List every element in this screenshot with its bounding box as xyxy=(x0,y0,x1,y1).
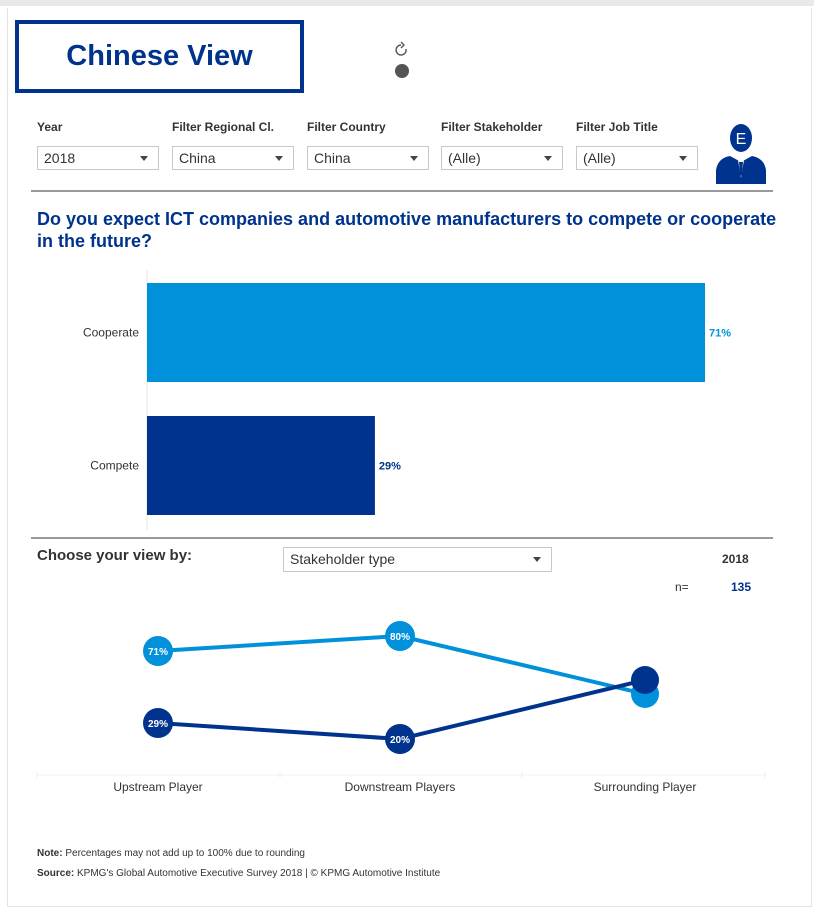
footer-note: Note: Percentages may not add up to 100%… xyxy=(37,848,305,859)
note-text: Percentages may not add up to 100% due t… xyxy=(62,848,305,859)
filter-country-select[interactable]: China xyxy=(307,146,429,170)
line-point xyxy=(385,621,415,651)
line-point xyxy=(631,666,659,694)
view-by-value: Stakeholder type xyxy=(290,551,396,567)
chevron-down-icon xyxy=(679,156,687,161)
line-point-label: 20% xyxy=(390,735,410,746)
sample-size-label: n= xyxy=(675,580,689,594)
bar-category-label: Cooperate xyxy=(83,326,139,340)
bar-category-label: Compete xyxy=(90,459,139,473)
line-x-label: Downstream Players xyxy=(345,780,456,794)
view-by-label: Choose your view by: xyxy=(37,547,193,564)
question-title: Do you expect ICT companies and automoti… xyxy=(37,209,777,251)
bar-cooperate xyxy=(147,283,705,382)
filter-country-label: Filter Country xyxy=(307,120,386,134)
filter-year-value: 2018 xyxy=(44,150,76,166)
line-point xyxy=(385,724,415,754)
chevron-down-icon xyxy=(533,557,541,562)
line-point-label: 29% xyxy=(148,719,168,730)
filter-stakeholder-select[interactable]: (Alle) xyxy=(441,146,563,170)
top-strip xyxy=(0,0,814,6)
filter-country-value: China xyxy=(314,150,351,166)
dashboard-frame xyxy=(7,8,812,907)
filter-region-label: Filter Regional Cl. xyxy=(172,120,275,134)
bar-value-label: 29% xyxy=(379,461,401,473)
line-point-label: 71% xyxy=(148,647,168,658)
divider-middle xyxy=(31,537,773,539)
view-year: 2018 xyxy=(722,552,749,566)
note-label: Note: xyxy=(37,848,63,859)
filter-country: Filter Country China xyxy=(307,120,429,170)
source-text: KPMG's Global Automotive Executive Surve… xyxy=(74,868,441,879)
filter-year: Year 2018 xyxy=(37,120,159,170)
source-label: Source: xyxy=(37,868,75,879)
chevron-down-icon xyxy=(275,156,283,161)
footer-source: Source: KPMG's Global Automotive Executi… xyxy=(37,868,440,879)
line-point xyxy=(143,636,173,666)
filter-job-title-label: Filter Job Title xyxy=(576,120,658,134)
reset-icon[interactable] xyxy=(394,41,410,81)
page-title: Chinese View xyxy=(15,20,304,93)
filter-region-value: China xyxy=(179,150,216,166)
divider-top xyxy=(31,190,773,192)
filter-year-select[interactable]: 2018 xyxy=(37,146,159,170)
filter-stakeholder-value: (Alle) xyxy=(448,150,481,166)
line-point xyxy=(143,708,173,738)
filter-region: Filter Regional Cl. China xyxy=(172,120,294,170)
filter-job-title-value: (Alle) xyxy=(583,150,616,166)
view-by-select[interactable]: Stakeholder type xyxy=(283,547,552,572)
filter-job-title: Filter Job Title (Alle) xyxy=(576,120,698,170)
line-chart: 71% 80% 29% 20% Upstream Player Downstream Pl… xyxy=(36,621,766,794)
svg-text:E: E xyxy=(736,131,747,148)
chevron-down-icon xyxy=(544,156,552,161)
line-point-label: 80% xyxy=(390,632,410,643)
chevron-down-icon xyxy=(140,156,148,161)
executive-avatar-icon: E xyxy=(716,124,766,184)
sample-size-value: 135 xyxy=(731,580,752,594)
line-x-label: Upstream Player xyxy=(113,780,202,794)
filter-stakeholder: Filter Stakeholder (Alle) xyxy=(441,120,563,170)
filter-stakeholder-label: Filter Stakeholder xyxy=(441,120,543,134)
chevron-down-icon xyxy=(410,156,418,161)
bar-value-label: 71% xyxy=(709,328,731,340)
filter-job-title-select[interactable]: (Alle) xyxy=(576,146,698,170)
filter-region-select[interactable]: China xyxy=(172,146,294,170)
bar-chart: Cooperate 71% Compete 29% xyxy=(83,270,731,530)
bar-compete xyxy=(147,416,375,515)
filter-year-label: Year xyxy=(37,120,63,134)
line-x-label: Surrounding Player xyxy=(594,780,697,794)
